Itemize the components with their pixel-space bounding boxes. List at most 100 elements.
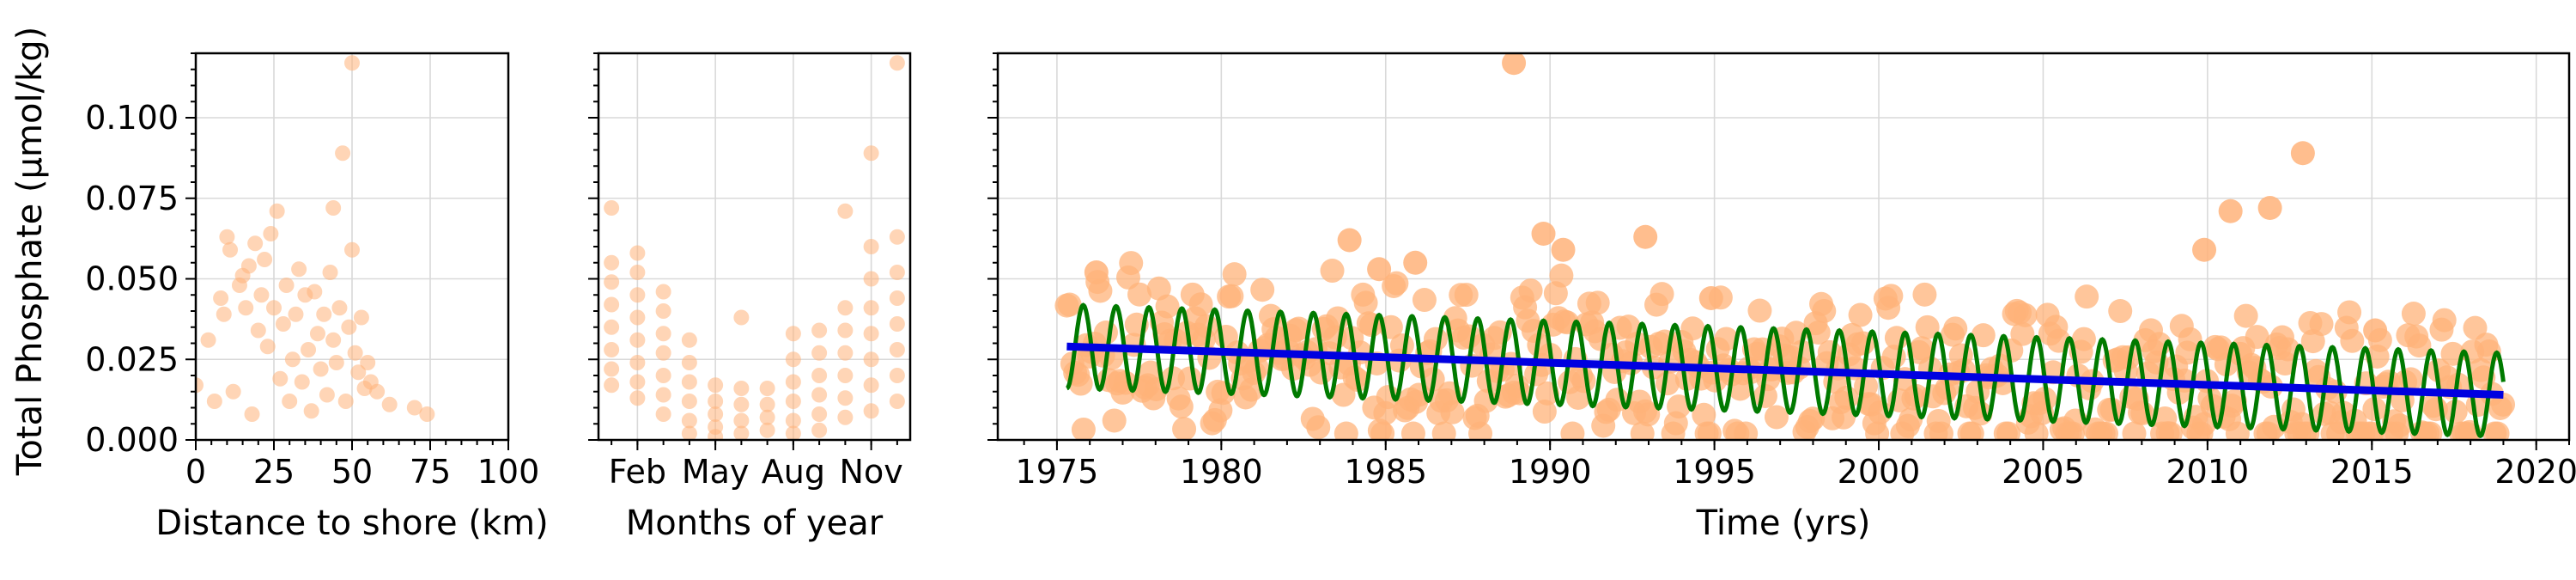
outlier-point bbox=[1502, 53, 1527, 76]
data-point bbox=[341, 319, 357, 335]
data-point bbox=[2491, 392, 2516, 417]
data-point bbox=[655, 345, 671, 361]
data-point bbox=[360, 355, 376, 370]
data-point bbox=[1093, 320, 1118, 345]
data-point bbox=[837, 300, 854, 316]
data-point bbox=[1334, 421, 1358, 440]
plot-area bbox=[604, 55, 905, 440]
data-point bbox=[655, 326, 671, 342]
data-point bbox=[604, 274, 620, 290]
data-point bbox=[785, 326, 801, 342]
data-point bbox=[681, 425, 697, 440]
data-point bbox=[222, 241, 239, 258]
data-point bbox=[863, 326, 879, 342]
data-point bbox=[1326, 306, 1351, 331]
data-point bbox=[889, 368, 905, 383]
data-point bbox=[291, 261, 307, 278]
data-point bbox=[811, 322, 828, 339]
data-point bbox=[604, 200, 620, 216]
data-point bbox=[1734, 421, 1759, 440]
data-point bbox=[2158, 421, 2183, 440]
data-point bbox=[1929, 421, 1953, 440]
data-point bbox=[1320, 259, 1345, 284]
data-point bbox=[863, 377, 879, 394]
outlier-point bbox=[2363, 318, 2388, 343]
data-point bbox=[1250, 278, 1275, 302]
x-tick-label: 2010 bbox=[2166, 453, 2250, 491]
data-point bbox=[1440, 400, 1465, 424]
data-point bbox=[238, 300, 254, 316]
data-point bbox=[1697, 421, 1722, 440]
months-panel: Feb May Aug Nov Months of year bbox=[588, 52, 912, 543]
data-point bbox=[219, 229, 235, 245]
data-point bbox=[1188, 292, 1213, 317]
data-point bbox=[655, 368, 671, 383]
outlier-point bbox=[2218, 198, 2243, 223]
data-point bbox=[2401, 302, 2426, 327]
data-point bbox=[325, 200, 342, 216]
data-point bbox=[328, 355, 344, 370]
data-point bbox=[655, 406, 671, 422]
data-point bbox=[1832, 405, 1856, 430]
data-point bbox=[1431, 421, 1456, 440]
data-point bbox=[1801, 406, 1826, 431]
data-point bbox=[353, 309, 369, 326]
data-point bbox=[1899, 407, 1923, 432]
outlier-point bbox=[1698, 286, 1723, 310]
data-point bbox=[837, 368, 854, 383]
data-point bbox=[811, 345, 828, 361]
data-point bbox=[1071, 417, 1096, 440]
data-point bbox=[1912, 282, 1937, 307]
x-tick-label: 1995 bbox=[1673, 453, 1756, 491]
trend-line bbox=[1066, 342, 2504, 399]
data-point bbox=[629, 390, 646, 406]
data-point bbox=[269, 203, 285, 219]
data-point bbox=[1177, 366, 1202, 391]
data-point bbox=[1959, 421, 1984, 440]
data-point bbox=[1764, 405, 1789, 430]
data-point bbox=[1370, 421, 1395, 440]
data-point bbox=[629, 355, 646, 370]
data-point bbox=[2337, 300, 2362, 325]
data-point bbox=[240, 258, 257, 274]
data-point bbox=[1119, 251, 1144, 276]
x-tick-label: 50 bbox=[331, 453, 373, 491]
data-point bbox=[759, 381, 775, 396]
data-point bbox=[213, 290, 229, 306]
data-point bbox=[1549, 263, 1574, 288]
data-point bbox=[406, 400, 422, 416]
data-point bbox=[785, 412, 801, 429]
data-point bbox=[837, 390, 854, 406]
data-point bbox=[2418, 421, 2443, 440]
data-point bbox=[1915, 314, 1940, 339]
x-tick-label: 100 bbox=[477, 453, 540, 491]
data-point bbox=[2485, 421, 2510, 440]
data-point bbox=[313, 361, 329, 377]
data-point bbox=[1088, 278, 1113, 303]
data-point bbox=[811, 422, 828, 438]
data-point bbox=[889, 229, 905, 245]
data-point bbox=[863, 351, 879, 368]
data-point bbox=[319, 387, 335, 403]
data-point bbox=[1996, 421, 2021, 440]
data-point bbox=[253, 287, 270, 303]
data-point bbox=[282, 394, 298, 409]
data-point bbox=[604, 377, 620, 394]
outlier-point bbox=[1551, 237, 1576, 262]
data-point bbox=[1146, 276, 1171, 301]
data-point bbox=[1971, 323, 1996, 348]
outlier-point bbox=[2290, 141, 2315, 166]
data-point bbox=[1468, 421, 1493, 440]
data-point bbox=[2075, 284, 2099, 309]
data-point bbox=[1068, 371, 1093, 396]
data-point bbox=[303, 403, 319, 419]
data-point bbox=[1127, 282, 1152, 307]
data-point bbox=[837, 345, 854, 361]
data-point bbox=[837, 203, 854, 219]
x-tick-label: 2000 bbox=[1838, 453, 1921, 491]
data-point bbox=[733, 381, 750, 396]
data-point bbox=[629, 265, 646, 280]
y-tick-label: 0.000 bbox=[85, 421, 179, 459]
y-tick-label: 0.075 bbox=[85, 180, 179, 217]
